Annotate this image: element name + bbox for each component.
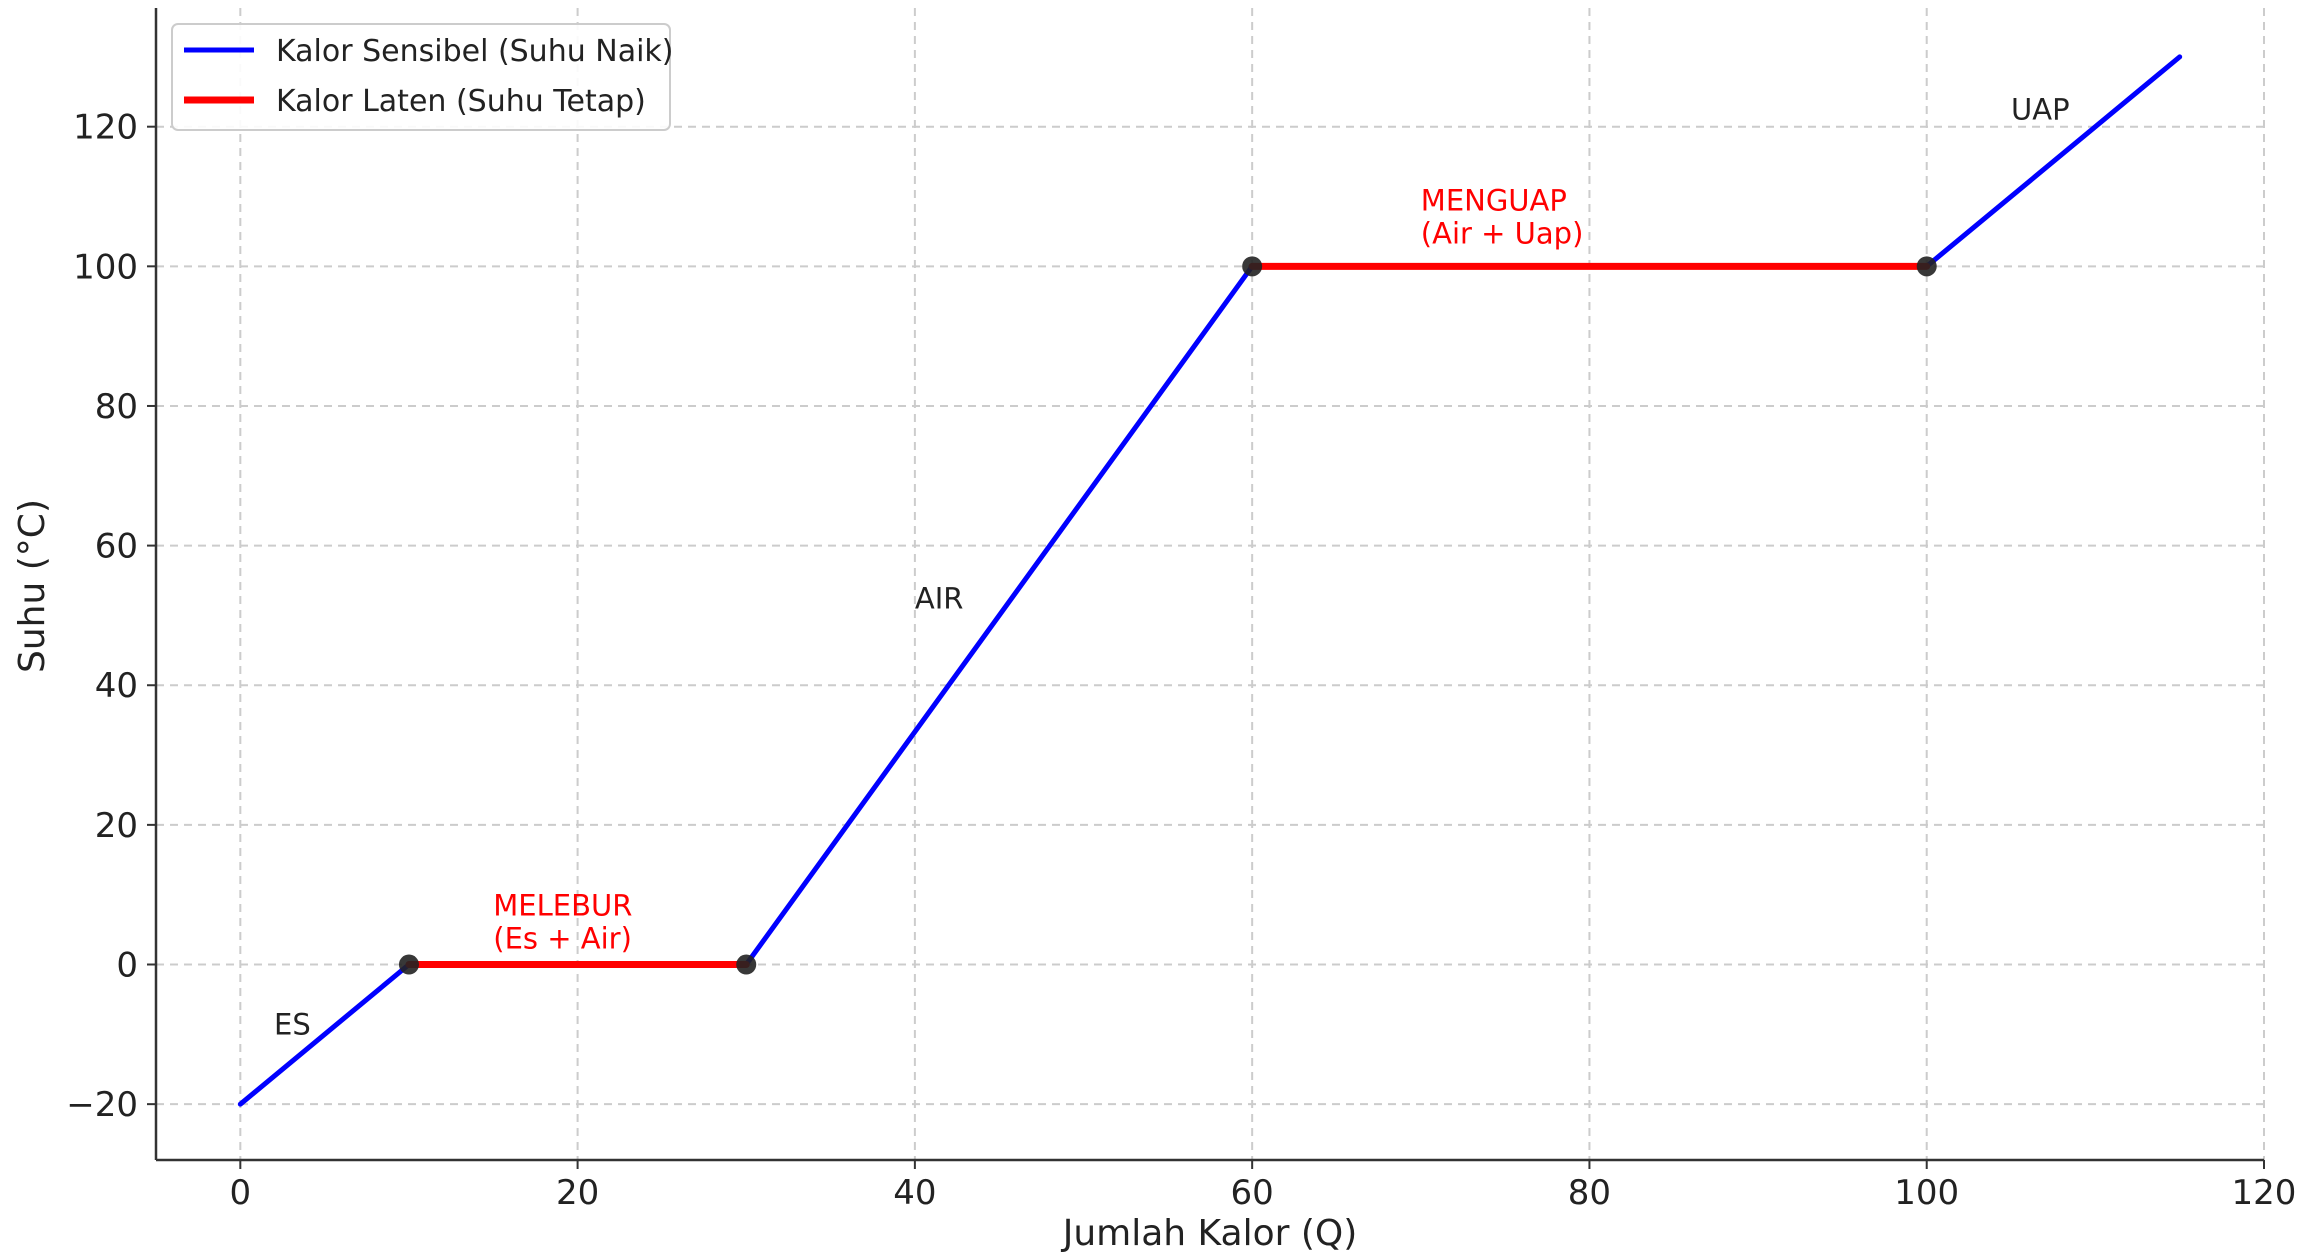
grid — [156, 8, 2265, 1160]
axes — [147, 8, 2265, 1169]
annotation-line: MENGUAP — [1421, 183, 1567, 217]
x-tick-label: 80 — [1568, 1173, 1611, 1213]
x-tick-label: 120 — [2232, 1173, 2297, 1213]
y-tick-label: 100 — [73, 247, 138, 287]
transition-point — [736, 954, 757, 975]
sensible-heat-segment — [1924, 54, 2183, 269]
annotation-label: MELEBUR (Es + Air) — [493, 889, 632, 956]
transition-point — [1242, 256, 1263, 277]
x-tick-label: 100 — [1894, 1173, 1959, 1213]
transition-markers — [398, 256, 1937, 975]
y-tick-label: 60 — [95, 527, 138, 567]
annotation-line: MELEBUR — [493, 889, 632, 923]
legend-label-latent: Kalor Laten (Suhu Tetap) — [276, 84, 646, 119]
y-axis-label: Suhu (°C) — [12, 499, 53, 673]
y-tick-label: −20 — [66, 1085, 138, 1125]
annotation-line: UAP — [2011, 93, 2070, 127]
legend-box — [171, 23, 671, 131]
x-tick-label: 0 — [229, 1173, 251, 1213]
x-axis-label: Jumlah Kalor (Q) — [1061, 1213, 1358, 1254]
annotations: ES MELEBUR (Es + Air) AIR MENGUAP (Air + Uap)… — [274, 93, 2070, 1042]
annotation-label: MENGUAP (Air + Uap) — [1421, 183, 1584, 250]
y-tick-label: 80 — [95, 387, 138, 427]
annotation-line: (Air + Uap) — [1421, 216, 1584, 250]
y-tick-label: 120 — [73, 108, 138, 148]
annotation-line: (Es + Air) — [493, 922, 632, 956]
annotation-line: ES — [274, 1007, 311, 1041]
x-tick-label: 40 — [893, 1173, 936, 1213]
sensible-heat-segment — [237, 962, 412, 1107]
transition-point — [398, 954, 419, 975]
series — [237, 54, 2183, 1107]
y-tick-label: 0 — [116, 946, 138, 986]
annotation-line: AIR — [915, 581, 964, 615]
annotation-label: AIR — [915, 581, 964, 615]
annotation-label: UAP — [2011, 93, 2070, 127]
tick-labels: 0 20 40 60 80 100 120 −20 0 20 40 60 80 100 120 — [66, 108, 2296, 1213]
sensible-heat-segment — [743, 263, 1255, 968]
transition-point — [1916, 256, 1937, 277]
y-tick-label: 40 — [95, 666, 138, 706]
legend: Kalor Sensibel (Suhu Naik) Kalor Laten (… — [171, 23, 674, 131]
legend-label-sensible: Kalor Sensibel (Suhu Naik) — [276, 34, 674, 69]
annotation-label: ES — [274, 1007, 311, 1041]
x-tick-label: 20 — [556, 1173, 599, 1213]
y-tick-label: 20 — [95, 806, 138, 846]
x-tick-label: 60 — [1231, 1173, 1274, 1213]
